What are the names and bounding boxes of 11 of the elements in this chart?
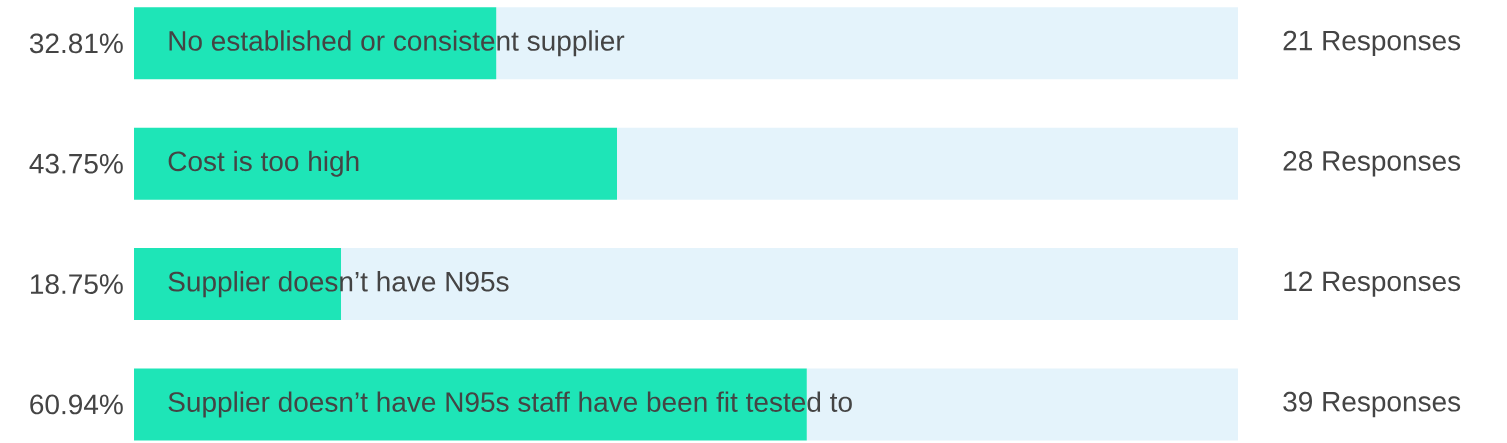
text: 39 Responses	[1283, 391, 1461, 418]
data-label: 18.75%	[30, 274, 123, 294]
bar	[134, 127, 617, 200]
text: 28 Responses	[1283, 151, 1461, 177]
data-label: 60.94%	[30, 394, 123, 415]
bar	[617, 127, 1238, 200]
text: 21 Responses	[1283, 30, 1461, 56]
data-label: 32.81%	[29, 33, 123, 54]
y-tick-label: Cost is too high	[168, 150, 359, 177]
text: 12 Responses	[1284, 271, 1461, 297]
data-label: 43.75%	[29, 153, 123, 174]
